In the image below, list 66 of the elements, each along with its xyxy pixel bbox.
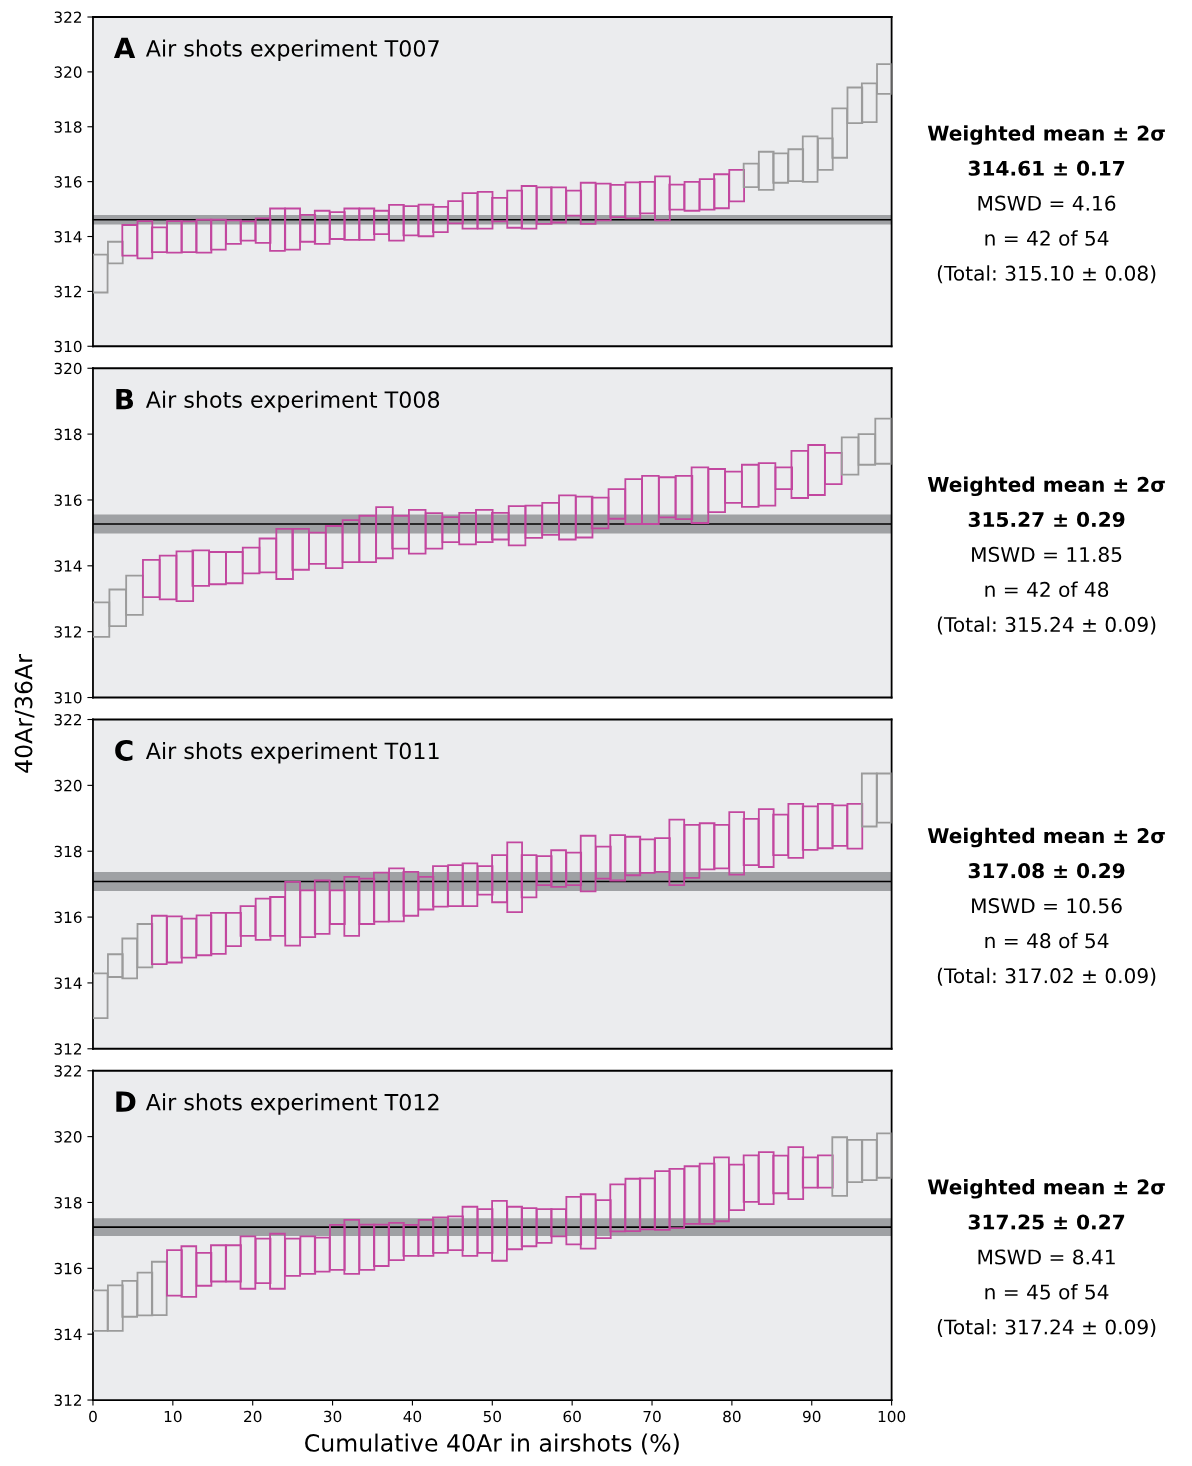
- text: (Total: 317.24 ± 0.09): [937, 1319, 1156, 1337]
- y-tick-label: 320: [54, 1131, 82, 1143]
- text: Weighted mean ± 2σ: [927, 476, 1165, 497]
- y-tick-label: 314: [54, 560, 82, 572]
- y-tick-label: 314: [54, 977, 82, 989]
- annotation: B: [116, 389, 134, 410]
- x-tick-label: 70: [643, 1410, 661, 1423]
- text: Air shots experiment T007: [145, 39, 439, 62]
- annotation: C: [115, 739, 133, 761]
- y-tick-label: 316: [54, 1262, 82, 1275]
- text: 317.25 ± 0.27: [968, 1214, 1125, 1230]
- annotation: A: [113, 37, 136, 58]
- y-tick-label: 314: [54, 1328, 82, 1341]
- text: (Total: 315.24 ± 0.09): [937, 616, 1156, 635]
- y-tick-label: 316: [54, 494, 82, 506]
- y-tick-label: 314: [54, 230, 82, 243]
- text: Weighted mean ± 2σ: [927, 125, 1165, 145]
- x-tick-label: 10: [164, 1410, 182, 1423]
- y-tick-label: 318: [54, 1196, 82, 1209]
- x-tick-label: 0: [89, 1410, 97, 1423]
- x-tick-label: 100: [878, 1410, 906, 1423]
- y-tick-label: 318: [54, 845, 82, 858]
- x-tick-label: 20: [244, 1410, 262, 1423]
- text: 317.08 ± 0.29: [968, 863, 1125, 879]
- y-tick-label: 322: [54, 11, 82, 24]
- text: MSWD = 8.41: [978, 1249, 1115, 1265]
- x-tick-label: 50: [483, 1410, 501, 1423]
- y-tick-label: 316: [54, 911, 82, 924]
- y-tick-label: 310: [54, 691, 82, 704]
- text: MSWD = 11.85: [972, 546, 1122, 563]
- text: Air shots experiment T011: [145, 742, 439, 764]
- text: (Total: 317.02 ± 0.09): [937, 967, 1156, 986]
- y-tick-label: 320: [54, 362, 82, 375]
- y-tick-label: 312: [54, 1394, 82, 1407]
- text: n = 42 of 54: [985, 230, 1109, 246]
- text: n = 42 of 48: [985, 581, 1109, 598]
- text: MSWD = 10.56: [972, 898, 1122, 914]
- y-tick-label: 316: [54, 176, 82, 188]
- y-tick-label: 322: [54, 713, 82, 726]
- text: n = 45 of 54: [985, 1284, 1109, 1300]
- text: n = 48 of 54: [985, 932, 1109, 949]
- x-tick-label: 40: [403, 1410, 422, 1423]
- text: 314.61 ± 0.17: [968, 160, 1125, 176]
- text: Air shots experiment T008: [145, 390, 440, 413]
- text: Weighted mean ± 2σ: [927, 1178, 1165, 1199]
- text: MSWD = 4.16: [978, 195, 1116, 211]
- y-tick-label: 312: [54, 1043, 82, 1055]
- y-tick-label: 322: [54, 1065, 82, 1077]
- text: (Total: 315.10 ± 0.08): [937, 265, 1156, 284]
- text: Air shots experiment T012: [145, 1093, 439, 1115]
- text: 315.27 ± 0.29: [968, 511, 1125, 528]
- y-tick-label: 312: [54, 626, 82, 638]
- x-tick-label: 60: [563, 1410, 581, 1423]
- y-tick-label: 318: [54, 428, 82, 441]
- y-tick-label: 320: [54, 779, 82, 792]
- x-tick-label: 90: [802, 1410, 821, 1423]
- x-tick-label: 80: [723, 1410, 741, 1423]
- annotation: D: [116, 1091, 136, 1112]
- x-axis-title: Cumulative 40Ar in airshots (%): [305, 1433, 679, 1455]
- y-tick-label: 310: [54, 340, 82, 353]
- y-tick-label: 318: [54, 121, 82, 133]
- y-axis-title: 40Ar/36Ar: [14, 654, 35, 773]
- text: Weighted mean ± 2σ: [927, 827, 1165, 848]
- x-tick-label: 30: [324, 1410, 342, 1423]
- y-tick-label: 312: [54, 285, 82, 298]
- y-tick-label: 320: [54, 66, 82, 78]
